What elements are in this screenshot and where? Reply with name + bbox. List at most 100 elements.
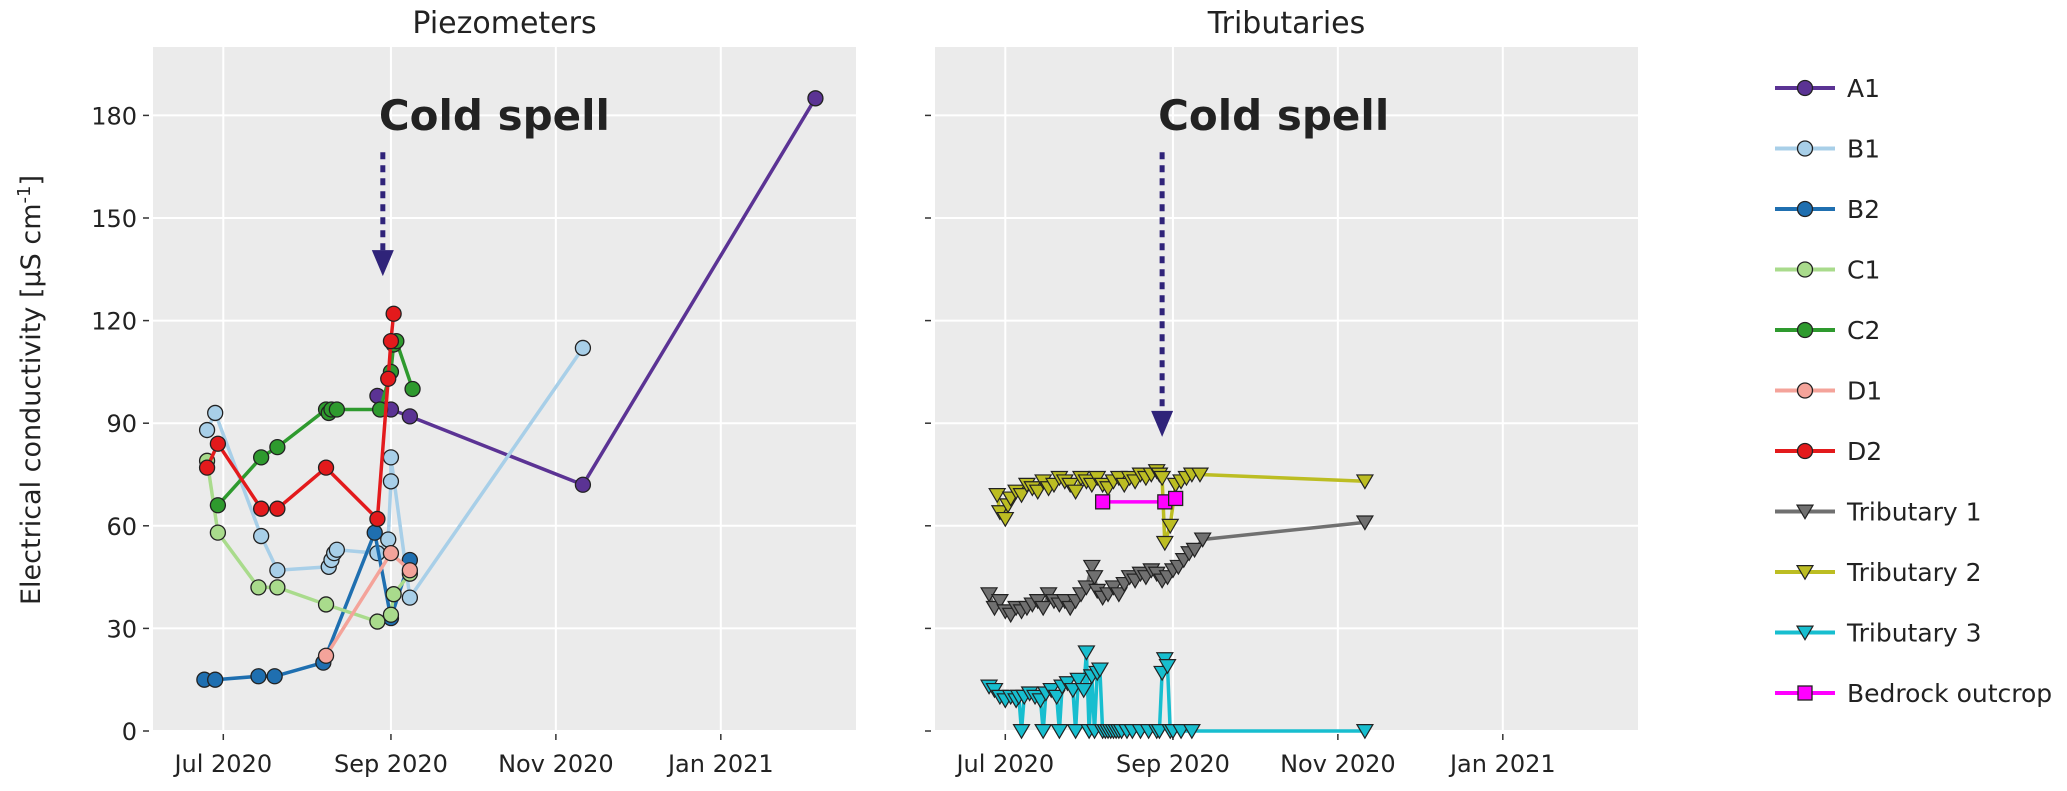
data-point [269, 438, 286, 456]
data-point [382, 473, 400, 490]
series-bedrock-outcrop [1094, 490, 1184, 510]
plot-background [153, 47, 856, 731]
legend-item: Tributary 1 [1775, 498, 1982, 527]
y-tick-label: 0 [122, 718, 137, 746]
legend-label: D2 [1847, 437, 1882, 466]
data-point [1109, 587, 1128, 603]
y-tick-label: 60 [106, 513, 137, 541]
y-tick-label: 90 [106, 410, 137, 438]
panels: 0 30 60 90 120 150 180 Jul 2020 Sep 2020 Nov 2020… [91, 6, 1638, 778]
data-point [317, 459, 335, 476]
annotation-arrow-head [371, 250, 394, 277]
legend-marker [1796, 321, 1814, 339]
plot-background [935, 47, 1638, 731]
data-point [198, 459, 216, 476]
legend: A1 B1 B2 C1 C2 D1 D2 Tributary 1 Tributary 2 Trib… [1775, 74, 2052, 708]
data-point [382, 545, 400, 562]
data-point [253, 527, 270, 545]
y-axis-label-main: Electrical conductivity [μS cm [16, 203, 47, 605]
data-point [1153, 470, 1172, 487]
data-point [207, 671, 224, 688]
y-tick-label: 150 [91, 205, 137, 233]
data-point [250, 579, 267, 596]
legend-item: A1 [1775, 74, 1880, 103]
data-point [1066, 724, 1085, 740]
legend-item: Tributary 3 [1775, 619, 1982, 648]
x-tick-label: Jul 2020 [954, 750, 1054, 778]
legend-label: D1 [1847, 377, 1882, 406]
x-tick-label: Jan 2021 [666, 750, 774, 778]
data-point [253, 500, 270, 517]
legend-item: B2 [1775, 195, 1880, 224]
data-point [988, 488, 1007, 504]
data-point [1355, 474, 1374, 490]
data-point [207, 404, 224, 422]
data-point [1355, 515, 1374, 531]
legend-marker [1796, 382, 1814, 399]
data-point [1063, 682, 1082, 699]
data-point [1012, 724, 1031, 740]
series-b1 [198, 339, 592, 606]
data-point [404, 380, 421, 398]
data-point [1167, 490, 1184, 507]
legend-item: C2 [1775, 316, 1880, 345]
data-point [1047, 689, 1066, 706]
legend-marker [1795, 504, 1815, 520]
legend-item: D1 [1775, 377, 1882, 406]
legend-label: A1 [1847, 74, 1880, 103]
data-point [1193, 532, 1212, 548]
x-tick-label: Jul 2020 [172, 750, 272, 778]
annotation-text: Cold spell [1158, 91, 1389, 140]
x-tick-label: Nov 2020 [498, 750, 614, 778]
legend-item: B1 [1775, 135, 1880, 164]
data-point [369, 510, 386, 528]
series-c1 [198, 452, 419, 630]
y-tick-label: 180 [91, 102, 137, 130]
annotation-text: Cold spell [379, 91, 610, 140]
data-point [1066, 484, 1085, 500]
series-d1 [317, 545, 419, 664]
data-point [382, 332, 400, 350]
data-point [807, 90, 824, 107]
legend-item: Tributary 2 [1775, 558, 1982, 587]
annotation-arrow-head [1151, 410, 1174, 437]
series-tributary-3 [980, 645, 1374, 740]
cold-spell-annotation: Cold spell [1151, 91, 1389, 437]
data-point [1034, 600, 1053, 617]
legend-label: C1 [1847, 256, 1880, 285]
cold-spell-annotation: Cold spell [371, 91, 610, 277]
legend-marker [1795, 625, 1815, 641]
legend-marker [1796, 261, 1814, 278]
data-point [1090, 662, 1109, 678]
panel-title: Tributaries [1207, 6, 1366, 41]
data-point [1069, 672, 1088, 689]
legend-marker [1796, 79, 1814, 97]
x-tick-label: Jan 2021 [1448, 750, 1556, 778]
data-point [401, 562, 419, 579]
data-point [1355, 724, 1374, 740]
data-point [1182, 724, 1201, 740]
data-point [209, 435, 227, 452]
data-point [209, 524, 227, 541]
series-d2 [198, 305, 402, 528]
y-axis-label-sup: -1 [14, 186, 35, 204]
legend-label: Tributary 3 [1846, 619, 1982, 648]
data-point [1050, 724, 1069, 740]
data-point [1185, 542, 1204, 559]
data-point [1150, 724, 1169, 740]
data-point [574, 339, 592, 357]
legend-label: Tributary 2 [1846, 558, 1982, 587]
data-point [1085, 570, 1104, 586]
y-axis-label-close: ] [16, 175, 47, 186]
data-point [250, 668, 267, 685]
data-point [385, 586, 402, 603]
data-point [1190, 467, 1210, 483]
data-point [1074, 682, 1093, 699]
legend-label: C2 [1847, 316, 1880, 345]
data-point [1082, 559, 1101, 576]
series-tributary-2 [988, 464, 1374, 552]
data-point [328, 401, 346, 418]
x-tick-label: Nov 2020 [1280, 750, 1396, 778]
data-point [369, 613, 386, 630]
data-point [380, 370, 397, 387]
